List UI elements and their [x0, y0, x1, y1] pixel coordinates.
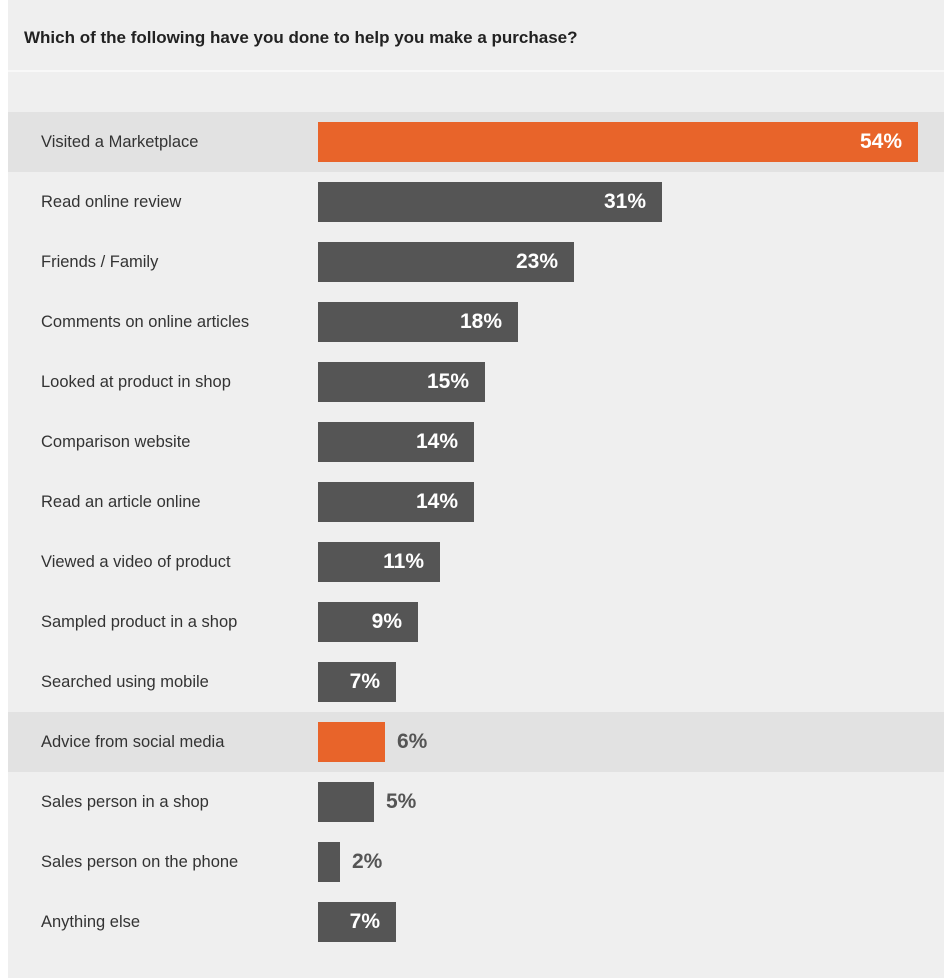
bar [318, 422, 474, 462]
bar-row: Viewed a video of product 11% [8, 532, 944, 592]
category-label: Sampled product in a shop [41, 613, 238, 631]
bar-row: Comments on online articles 18% [8, 292, 944, 352]
bar [318, 602, 418, 642]
bar-row: Sales person in a shop 5% [8, 772, 944, 832]
value-label: 14% [415, 430, 458, 453]
value-label: 5% [386, 790, 417, 813]
bar [318, 302, 518, 342]
category-label: Advice from social media [41, 733, 225, 751]
category-label: Anything else [41, 913, 141, 931]
category-label: Friends / Family [41, 253, 159, 271]
category-label: Read an article online [41, 493, 201, 511]
title-bar: Which of the following have you done to … [8, 0, 944, 72]
bar [318, 182, 662, 222]
bar [318, 362, 485, 402]
value-label: 18% [459, 310, 502, 333]
value-label: 6% [397, 730, 428, 753]
category-label: Searched using mobile [41, 673, 209, 691]
value-label: 2% [352, 850, 383, 873]
bar-row: Sampled product in a shop 9% [8, 592, 944, 652]
bar-chart: Visited a Marketplace 54% Read online revi… [8, 0, 944, 978]
bar [318, 542, 440, 582]
value-label: 54% [859, 130, 902, 153]
bar-row: Looked at product in shop 15% [8, 352, 944, 412]
chart-panel: Which of the following have you done to … [8, 0, 944, 978]
bar-row: Friends / Family 23% [8, 232, 944, 292]
chart-title: Which of the following have you done to … [24, 28, 578, 47]
bar-row: Read an article online 14% [8, 472, 944, 532]
value-label: 9% [371, 610, 402, 633]
value-label: 7% [349, 670, 380, 693]
value-label: 23% [515, 250, 558, 273]
bar-row: Searched using mobile 7% [8, 652, 944, 712]
value-label: 14% [415, 490, 458, 513]
category-label: Comparison website [41, 433, 191, 451]
bar [318, 782, 374, 822]
category-label: Sales person on the phone [41, 853, 239, 871]
value-label: 31% [603, 190, 646, 213]
bar [318, 662, 396, 702]
bar [318, 722, 385, 762]
value-label: 7% [349, 910, 380, 933]
bar-row: Visited a Marketplace 54% [8, 112, 944, 172]
category-label: Comments on online articles [41, 313, 250, 331]
bar-row: Read online review 31% [8, 172, 944, 232]
value-label: 15% [426, 370, 469, 393]
category-label: Read online review [41, 193, 182, 211]
category-label: Looked at product in shop [41, 373, 231, 391]
category-label: Visited a Marketplace [41, 133, 199, 151]
bar [318, 482, 474, 522]
bar-row: Sales person on the phone 2% [8, 832, 944, 892]
value-label: 11% [383, 550, 424, 573]
bar [318, 902, 396, 942]
category-label: Sales person in a shop [41, 793, 209, 811]
bar [318, 122, 918, 162]
bar-row: Advice from social media 6% [8, 712, 944, 772]
bar-row: Anything else 7% [8, 892, 944, 952]
bar [318, 842, 340, 882]
bar-row: Comparison website 14% [8, 412, 944, 472]
category-label: Viewed a video of product [41, 553, 231, 571]
bar [318, 242, 574, 282]
